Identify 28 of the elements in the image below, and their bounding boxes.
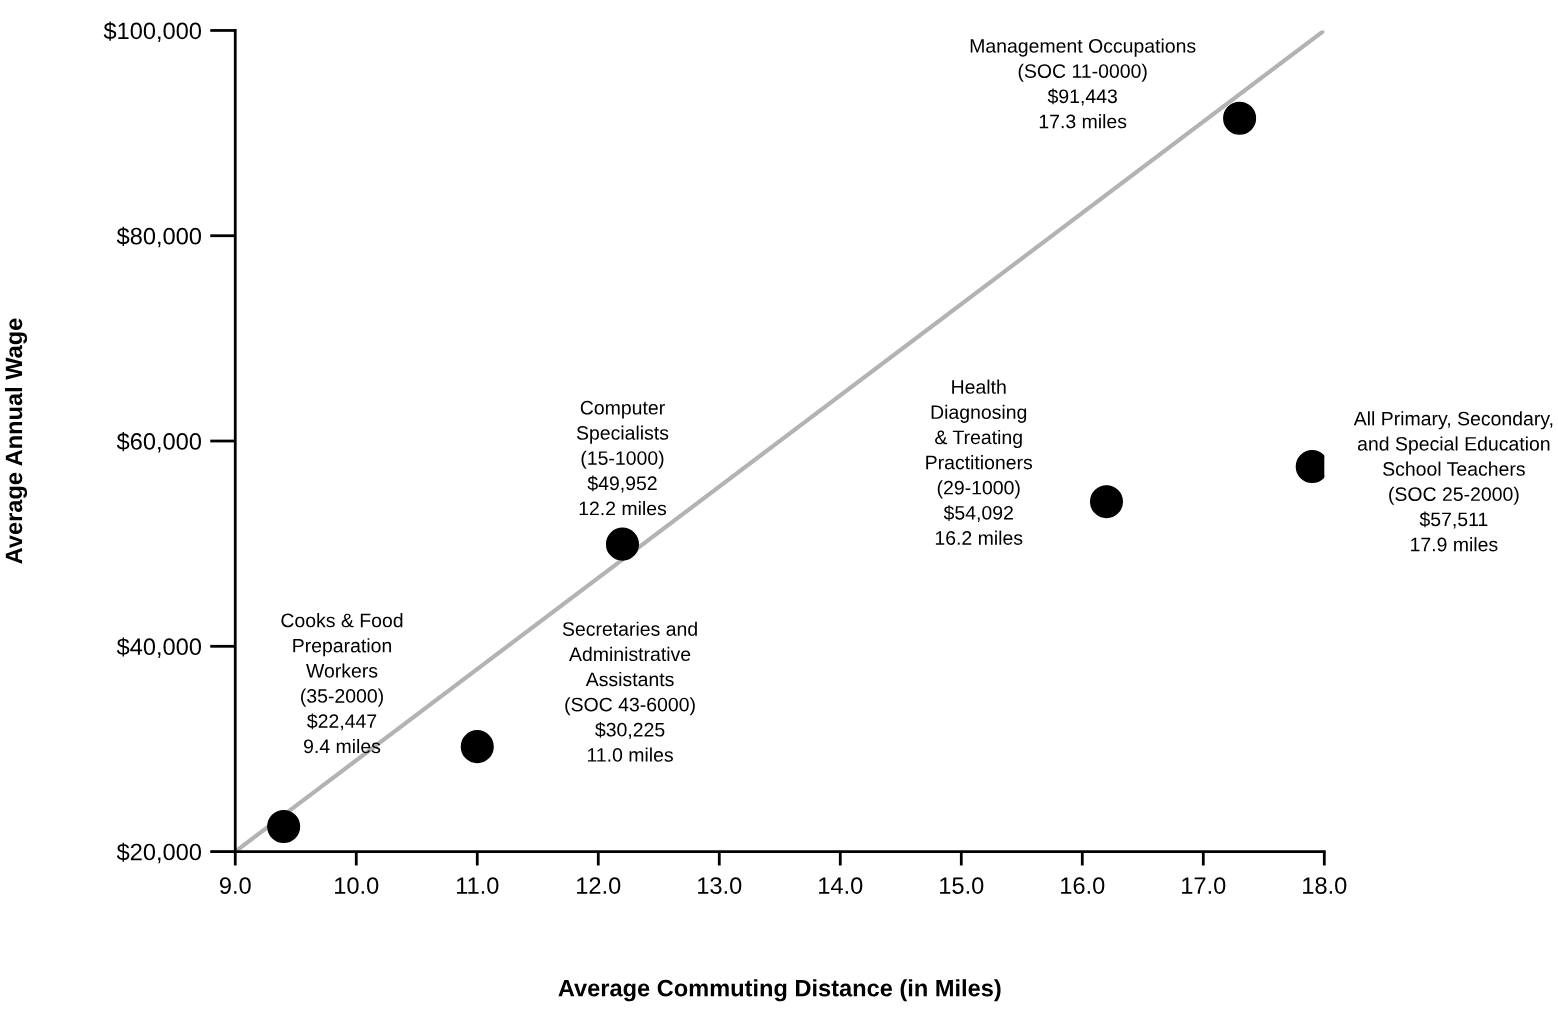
text: All Primary, Secondary, and Special Education School Teachers (SOC 25-2000) $57,511 17.9 miles: [1353, 411, 1553, 552]
annotation: Management Occupations (SOC 11-0000) $91,443 17.3 miles: [970, 38, 1196, 129]
x-tick-label: 17.0: [1182, 877, 1226, 894]
y-tick-label: $100,000: [103, 21, 202, 43]
x-tick-label: 15.0: [940, 877, 984, 894]
point: [1223, 101, 1257, 135]
annotation: Health Diagnosing & Treating Practitioners (29-1000) $54,092 16.2 miles: [926, 379, 1033, 545]
x-tick-label: 18.0: [1303, 877, 1347, 894]
y-tick-label: $60,000: [116, 432, 202, 453]
x-tick-label: 16.0: [1061, 877, 1105, 894]
point: [1089, 485, 1124, 519]
point: [267, 809, 301, 843]
x-tick-label: 11.0: [456, 877, 499, 894]
x-axis-title: Average Commuting Distance (in Miles): [558, 979, 1001, 1002]
annotation: Secretaries and Administrative Assistants (SOC 43-6000) $30,225 11.0 miles: [562, 621, 697, 762]
y-tick-label: $20,000: [116, 842, 202, 864]
x-tick-label: 12.0: [577, 877, 621, 894]
point: [605, 527, 640, 561]
y-tick-label: $80,000: [116, 226, 202, 248]
point: [460, 730, 494, 764]
x-tick-label: 13.0: [698, 877, 742, 894]
x-tick-label: 9.0: [219, 877, 251, 894]
y-tick-label: $40,000: [116, 637, 202, 658]
x-tick-label: 14.0: [819, 877, 863, 894]
x-tick-label: 10.0: [335, 877, 379, 894]
annotation: Computer Specialists (15-1000) $49,952 12.2 miles: [576, 400, 669, 516]
annotation: Cooks & Food Preparation Workers (35-2000) $22,447 9.4 miles: [281, 613, 403, 754]
y-axis-title: Average Annual Wage: [4, 318, 28, 564]
